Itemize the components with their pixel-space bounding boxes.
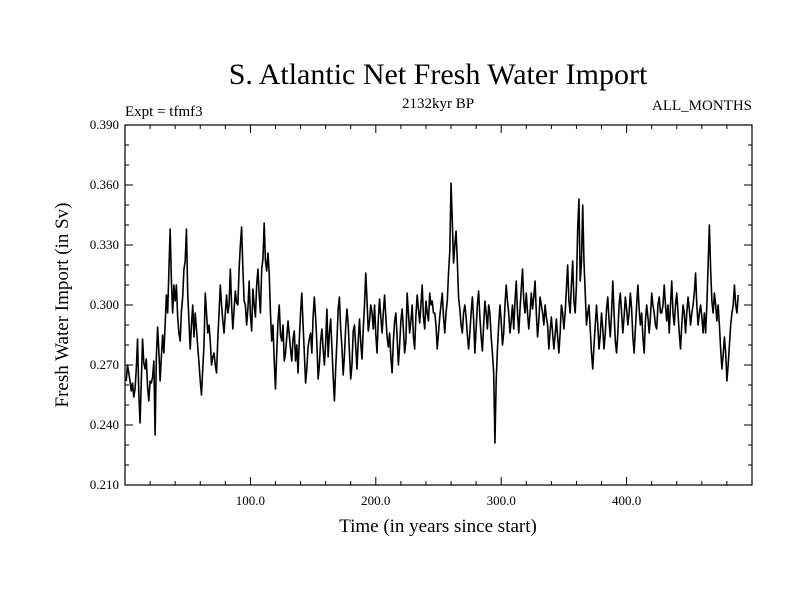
x-axis-title: Time (in years since start) xyxy=(339,516,537,537)
fresh-water-import-line xyxy=(125,182,740,444)
x-tick-label: 100.0 xyxy=(236,493,265,508)
chart-title: S. Atlantic Net Fresh Water Import xyxy=(229,58,648,91)
y-tick-label: 0.240 xyxy=(90,417,119,432)
months-label: ALL_MONTHS xyxy=(652,98,752,114)
y-tick-label: 0.360 xyxy=(90,177,119,192)
y-tick-label: 0.270 xyxy=(90,357,119,372)
tick-labels: 100.0 200.0 300.0 400.0 0.210 0.240 0.270 0.300… xyxy=(90,117,641,508)
experiment-label: Expt = tfmf3 xyxy=(125,104,203,120)
y-tick-label: 0.330 xyxy=(90,237,119,252)
x-tick-label: 300.0 xyxy=(487,493,516,508)
period-label: 2132kyr BP xyxy=(402,96,474,112)
y-axis-title: Fresh Water Import (in Sv) xyxy=(52,203,73,408)
y-tick-label: 0.210 xyxy=(90,477,119,492)
plot-frame xyxy=(124,124,753,486)
x-tick-label: 400.0 xyxy=(612,493,641,508)
x-tick-label: 200.0 xyxy=(361,493,390,508)
y-tick-label: 0.300 xyxy=(90,297,119,312)
axis-ticks xyxy=(125,125,752,485)
y-tick-label: 0.390 xyxy=(90,117,119,132)
